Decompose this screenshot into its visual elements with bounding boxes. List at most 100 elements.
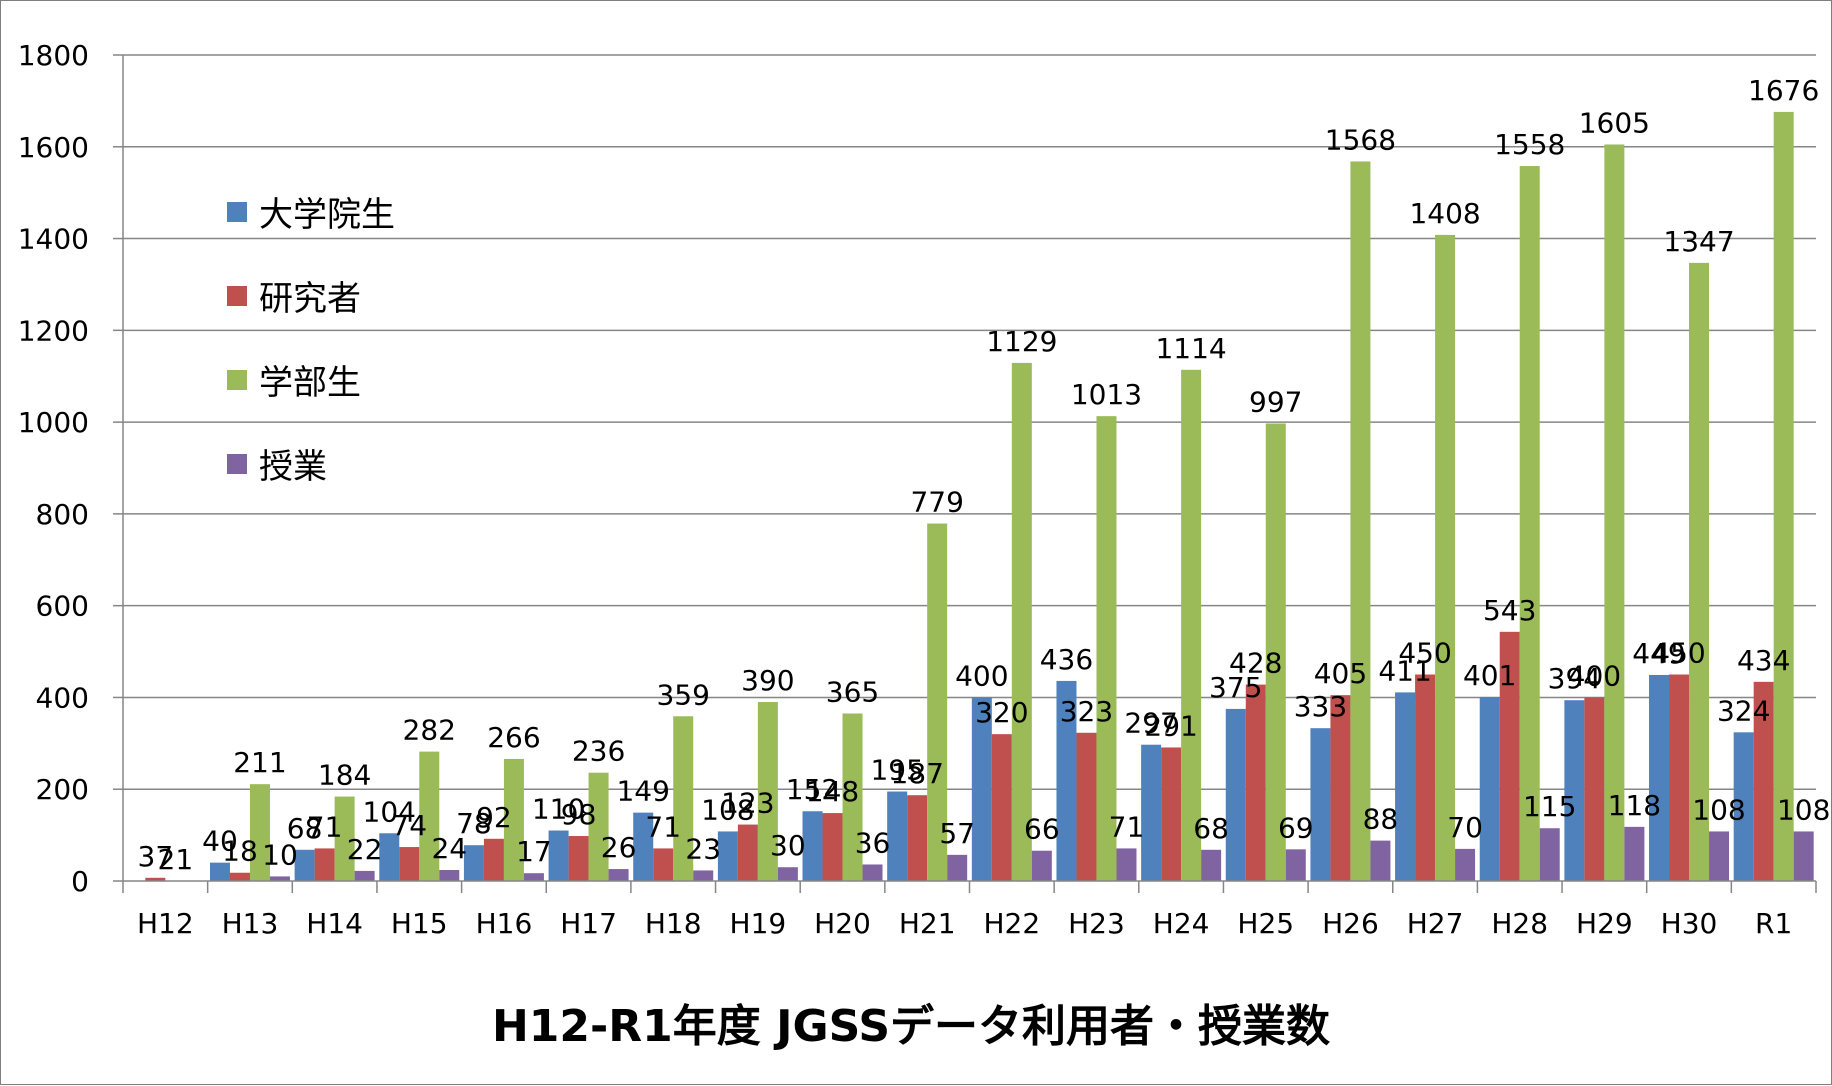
bar-4 bbox=[1624, 826, 1645, 881]
data-label: 266 bbox=[487, 721, 540, 754]
data-label: 543 bbox=[1483, 594, 1536, 627]
data-label: 69 bbox=[1278, 811, 1314, 844]
bar-2 bbox=[314, 848, 335, 881]
x-tick-label: H20 bbox=[814, 907, 871, 940]
bar-2 bbox=[1161, 747, 1182, 881]
y-tick-label: 1000 bbox=[18, 406, 89, 439]
data-label: 297 bbox=[1124, 707, 1177, 740]
bar-3 bbox=[842, 713, 863, 881]
bar-4 bbox=[269, 876, 290, 881]
data-label: 434 bbox=[1737, 644, 1790, 677]
data-label: 320 bbox=[975, 696, 1028, 729]
legend-label: 研究者 bbox=[259, 279, 361, 319]
data-label: 30 bbox=[770, 829, 806, 862]
bar-1 bbox=[1141, 744, 1162, 881]
x-tick-label: H15 bbox=[391, 907, 448, 940]
y-tick-label: 1200 bbox=[18, 314, 89, 347]
bar-2 bbox=[907, 795, 928, 881]
bar-2 bbox=[1076, 732, 1097, 881]
bar-2 bbox=[1499, 631, 1520, 881]
bar-1 bbox=[1395, 692, 1416, 881]
data-label: 324 bbox=[1717, 694, 1770, 727]
bar-2 bbox=[399, 847, 420, 881]
data-label: 108 bbox=[1692, 793, 1745, 826]
data-label: 1013 bbox=[1071, 378, 1142, 411]
x-tick-label: H22 bbox=[983, 907, 1040, 940]
data-label: 21 bbox=[158, 843, 194, 876]
x-tick-label: H17 bbox=[560, 907, 617, 940]
bar-3 bbox=[1773, 111, 1794, 881]
data-label: 123 bbox=[721, 787, 774, 820]
bar-2 bbox=[653, 848, 674, 881]
bars bbox=[145, 111, 1814, 882]
data-label: 390 bbox=[741, 664, 794, 697]
bar-1 bbox=[717, 831, 738, 881]
bar-4 bbox=[1201, 849, 1222, 881]
y-tick-label: 400 bbox=[36, 681, 89, 714]
bar-4 bbox=[777, 867, 798, 881]
bar-3 bbox=[1011, 362, 1032, 882]
bar-2 bbox=[1330, 695, 1351, 881]
x-tick-label: H27 bbox=[1407, 907, 1464, 940]
data-label: 211 bbox=[233, 746, 286, 779]
y-tick-label: 800 bbox=[36, 498, 89, 531]
bar-4 bbox=[1455, 848, 1476, 881]
data-label: 26 bbox=[601, 831, 637, 864]
data-label: 66 bbox=[1024, 813, 1060, 846]
x-tick-label: H25 bbox=[1237, 907, 1294, 940]
x-tick-label: H12 bbox=[137, 907, 194, 940]
x-tick-label: H29 bbox=[1576, 907, 1633, 940]
data-label: 152 bbox=[786, 773, 839, 806]
bar-3 bbox=[249, 784, 270, 881]
bar-3 bbox=[1435, 234, 1456, 881]
bar-2 bbox=[1415, 674, 1436, 881]
bar-2 bbox=[229, 872, 250, 881]
data-label: 195 bbox=[870, 754, 923, 787]
data-label: 436 bbox=[1040, 643, 1093, 676]
bar-1 bbox=[1479, 696, 1500, 881]
bar-1 bbox=[1310, 728, 1331, 881]
data-label: 236 bbox=[572, 735, 625, 768]
data-label: 400 bbox=[1568, 659, 1621, 692]
data-label: 405 bbox=[1314, 657, 1367, 690]
data-label: 36 bbox=[855, 826, 891, 859]
bar-3 bbox=[1604, 144, 1625, 881]
data-label: 98 bbox=[561, 798, 597, 831]
bar-2 bbox=[568, 836, 589, 881]
x-tick-label: H23 bbox=[1068, 907, 1125, 940]
data-label: 68 bbox=[287, 812, 323, 845]
data-label: 148 bbox=[806, 775, 859, 808]
y-tick-label: 1400 bbox=[18, 223, 89, 256]
data-label: 291 bbox=[1144, 709, 1197, 742]
bar-3 bbox=[1181, 369, 1202, 881]
data-label: 187 bbox=[890, 757, 943, 790]
data-label: 1408 bbox=[1409, 197, 1480, 230]
y-tick-label: 600 bbox=[36, 590, 89, 623]
bar-4 bbox=[1709, 831, 1730, 881]
data-label: 18 bbox=[222, 835, 258, 868]
data-label: 428 bbox=[1229, 647, 1282, 680]
chart-title: H12-R1年度 JGSSデータ利用者・授業数 bbox=[492, 1001, 1330, 1052]
data-label: 1347 bbox=[1663, 225, 1734, 258]
bar-3 bbox=[419, 751, 440, 881]
y-tick-label: 200 bbox=[36, 773, 89, 806]
data-label: 997 bbox=[1249, 385, 1302, 418]
bar-2 bbox=[1669, 674, 1690, 881]
data-label: 22 bbox=[347, 833, 383, 866]
data-label: 78 bbox=[456, 807, 492, 840]
data-label: 1558 bbox=[1494, 128, 1565, 161]
data-label: 70 bbox=[1447, 811, 1483, 844]
data-label: 149 bbox=[616, 775, 669, 808]
data-label: 1605 bbox=[1579, 106, 1650, 139]
bar-2 bbox=[483, 838, 504, 881]
x-tick-label: R1 bbox=[1755, 907, 1792, 940]
legend-swatch bbox=[227, 202, 247, 222]
data-label: 411 bbox=[1378, 654, 1431, 687]
data-label: 333 bbox=[1294, 690, 1347, 723]
data-label: 375 bbox=[1209, 671, 1262, 704]
data-label: 110 bbox=[532, 793, 585, 826]
data-label: 118 bbox=[1608, 789, 1661, 822]
data-label: 23 bbox=[685, 832, 721, 865]
